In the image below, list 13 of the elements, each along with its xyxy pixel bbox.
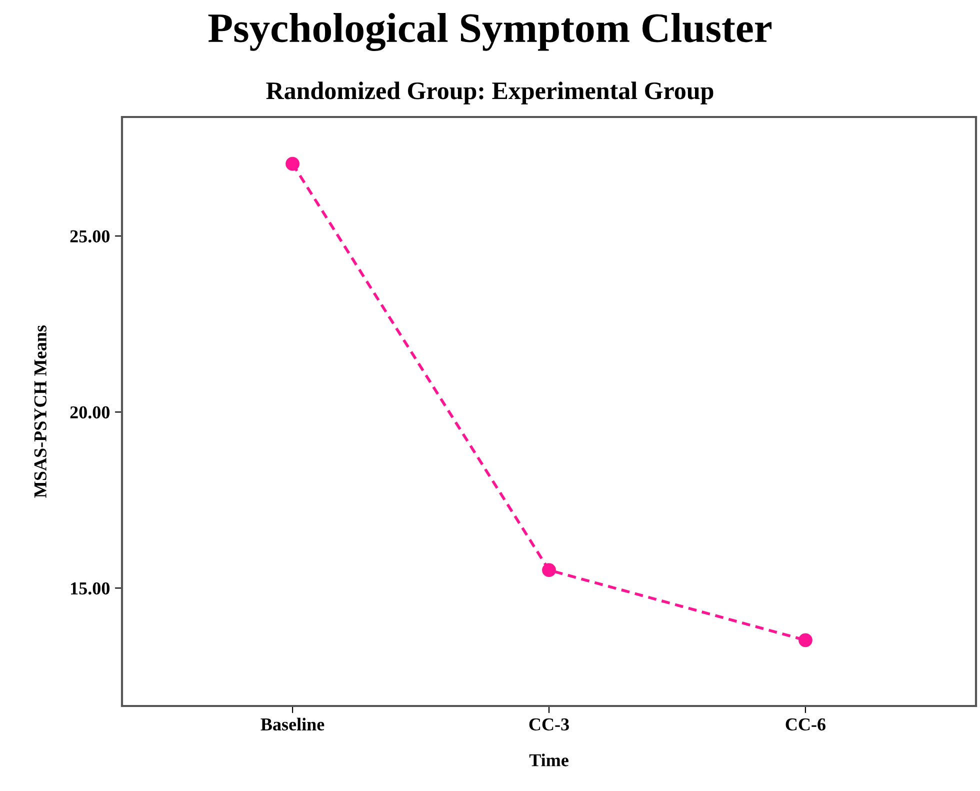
x-tick-label: CC-6: [786, 718, 826, 731]
point: [798, 633, 812, 648]
y-axis-title: MSAS-PSYCH Means: [34, 325, 46, 498]
x-axis-title: Time: [529, 754, 568, 766]
point: [542, 563, 556, 578]
y-tick-label: 20.00: [70, 406, 110, 419]
chart-subtitle: Randomized Group: Experimental Group: [266, 82, 714, 104]
chart-title: Psychological Symptom Cluster: [208, 12, 772, 52]
x-tick-label: Baseline: [260, 718, 324, 731]
y-tick-label: 25.00: [70, 230, 110, 243]
x-tick-label: CC-3: [529, 718, 569, 731]
point: [286, 156, 300, 171]
y-tick-label: 15.00: [71, 582, 110, 595]
